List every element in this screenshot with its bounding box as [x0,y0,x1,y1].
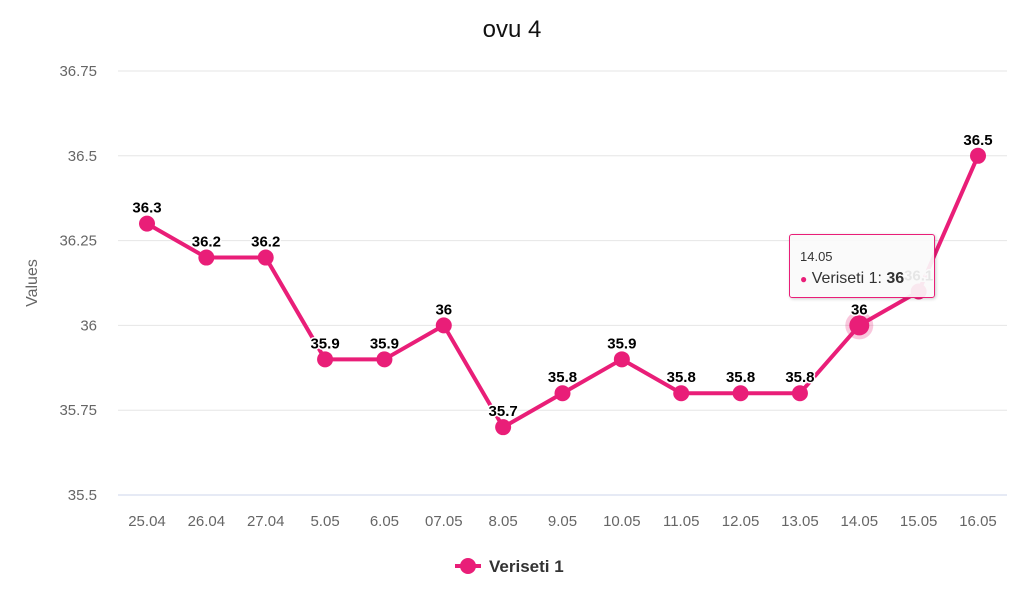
data-point [257,249,274,266]
data-label: 35.8 [667,369,696,386]
data-point [376,351,393,368]
data-label: 35.8 [785,369,814,386]
data-label: 36.2 [251,234,280,251]
y-tick-label: 35.5 [68,487,97,504]
x-tick-label: 16.05 [959,513,997,530]
data-label: 36.5 [963,132,992,149]
x-tick-label: 8.05 [489,513,518,530]
data-label: 35.9 [370,335,399,352]
data-label: 35.9 [607,335,636,352]
legend-marker [460,558,476,574]
chart-title: ovu 4 [483,16,542,43]
data-point [673,385,690,402]
data-point [317,351,334,368]
tooltip-series-dot: ● [800,272,808,286]
data-point [791,385,808,402]
y-tick-label: 36.75 [59,63,97,80]
tooltip-series: Veriseti 1: [811,270,887,287]
x-tick-label: 11.05 [663,513,699,530]
data-point [198,249,215,266]
tooltip-value: 36 [886,270,905,287]
data-label: 35.8 [726,369,755,386]
tooltip: 14.05 ● Veriseti 1: 36 [789,234,935,298]
x-tick-label: 15.05 [900,513,938,530]
data-label: 35.8 [548,369,577,386]
x-tick-label: 07.05 [425,513,463,530]
data-point [732,385,749,402]
data-point [613,351,630,368]
x-tick-label: 26.04 [188,513,226,530]
legend-item: Veriseti 1 [489,557,564,576]
x-tick-label: 13.05 [781,513,819,530]
y-axis-label: Values [24,259,41,307]
x-tick-label: 25.04 [128,513,166,530]
x-tick-label: 27.04 [247,513,285,530]
x-tick-label: 5.05 [310,513,339,530]
data-point [970,147,986,164]
data-label: 35.9 [310,335,339,352]
y-tick-label: 36.25 [59,233,97,250]
x-tick-label: 12.05 [722,513,760,530]
data-point [849,315,870,336]
data-label: 36.3 [132,200,161,217]
y-tick-label: 35.75 [59,402,97,419]
data-label: 36 [435,301,452,318]
data-point [139,215,155,232]
data-label: 36.2 [192,234,221,251]
y-tick-label: 36.5 [68,148,97,165]
data-point [495,419,512,436]
x-tick-label: 14.05 [841,513,879,530]
data-point [435,317,452,334]
tooltip-category: 14.05 [800,249,833,264]
y-tick-label: 36 [80,317,97,334]
data-label: 36 [851,301,868,318]
x-tick-label: 6.05 [370,513,399,530]
x-tick-label: 9.05 [548,513,577,530]
data-point [554,385,571,402]
x-tick-label: 10.05 [603,513,641,530]
data-label: 35.7 [489,403,518,420]
